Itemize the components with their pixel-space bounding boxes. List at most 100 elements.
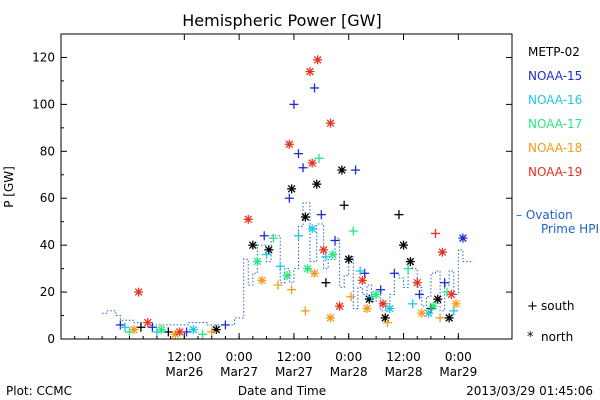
x-tick-label-time: 12:00 [167,350,202,364]
x-tick-label-time: 12:00 [277,350,312,364]
plus-marker [268,233,278,243]
star-marker [282,271,292,281]
y-tick-label: 60 [40,191,55,205]
star-marker [412,278,422,288]
star-marker [252,257,262,267]
star-marker [319,245,329,255]
star-marker [437,247,447,257]
star-marker [424,308,434,318]
series-noaa-17 [125,153,452,339]
star-marker [458,233,468,243]
star-marker [303,264,313,274]
y-tick-label: 20 [40,285,55,299]
x-tick-label-date: Mar28 [385,365,423,379]
legend-entry: NOAA-16 [528,93,582,107]
star-marker [446,289,456,299]
star-marker [328,250,338,260]
plus-marker [431,228,441,238]
chart-title: Hemispheric Power [GW] [182,11,381,30]
legend-entry: METP-02 [528,45,580,59]
x-tick-label-date: Mar29 [439,365,477,379]
plus-marker [298,163,308,173]
star-marker [335,301,345,311]
plus-marker [360,268,370,278]
star-marker [307,158,317,168]
star-marker [451,299,461,309]
plus-marker [348,226,358,236]
star-marker [287,184,297,194]
series-noaa-15 [115,83,468,337]
data-points [115,55,468,339]
plus-marker [275,261,285,271]
x-tick-label-time: 0:00 [226,350,253,364]
x-tick-label-time: 12:00 [386,350,421,364]
plus-marker [136,322,146,332]
star-marker [143,318,153,328]
x-axis-label: Date and Time [238,384,326,398]
star-marker [357,275,367,285]
plus-marker [316,210,326,220]
legend-entry: NOAA-17 [528,117,582,131]
plus-marker [309,83,319,93]
plus-marker [408,299,418,309]
x-tick-label-date: Mar27 [275,365,313,379]
plus-marker [198,329,208,339]
plus-marker [147,322,157,332]
y-tick-label: 100 [32,97,55,111]
star-marker [433,294,443,304]
y-tick-label: 0 [47,332,55,346]
star-marker [175,327,185,337]
legend-symbol: * [527,330,534,345]
y-tick-label: 120 [32,50,55,64]
plus-marker [449,306,459,316]
plot-timestamp: 2013/03/29 01:45:06 [466,384,593,398]
star-marker [362,304,372,313]
star-marker [134,287,144,297]
legend: METP-02 NOAA-15 NOAA-16 NOAA-17 NOAA-18 NOAA-… [516,45,599,345]
plus-marker [314,153,324,163]
legend-symbol-label: north [541,330,573,344]
star-marker [428,301,438,311]
series-noaa-19 [134,55,456,337]
x-tick-label-date: Mar27 [220,365,258,379]
star-marker [378,299,388,309]
plus-marker [115,320,125,330]
plus-marker [220,320,230,330]
plus-marker [284,193,294,203]
star-marker [364,294,374,304]
plus-marker [262,250,272,260]
plus-marker [321,278,331,288]
star-marker [312,179,322,189]
plot-credit: Plot: CCMC [6,384,72,398]
star-marker [248,240,258,250]
plus-marker [351,165,361,175]
plus-marker [273,280,283,290]
axes: 02040608010012012:00Mar260:00Mar2712:00M… [32,34,512,379]
star-marker [325,118,335,128]
y-tick-label: 80 [40,144,55,158]
plus-marker [355,266,365,276]
star-marker [257,275,267,285]
ovation-series [102,202,474,326]
x-tick-label-time: 0:00 [445,350,472,364]
star-marker [264,245,274,255]
star-marker [309,268,319,278]
plus-marker [289,99,299,109]
star-marker [300,212,310,222]
plus-marker [376,285,386,295]
x-tick-label-date: Mar26 [165,365,203,379]
star-marker [371,289,381,299]
star-marker [417,308,427,318]
star-marker [307,224,317,234]
plus-marker [403,264,413,274]
star-marker [129,325,139,335]
plus-marker [389,268,399,278]
legend-ovation-line1: – Ovation [516,208,573,222]
star-marker [243,214,253,224]
y-axis-label: P [GW] [2,166,16,208]
star-marker [211,325,221,335]
series-metp-02 [136,165,454,337]
legend-entry: NOAA-15 [528,69,582,83]
plus-marker [435,313,445,323]
legend-entry: NOAA-18 [528,141,582,155]
